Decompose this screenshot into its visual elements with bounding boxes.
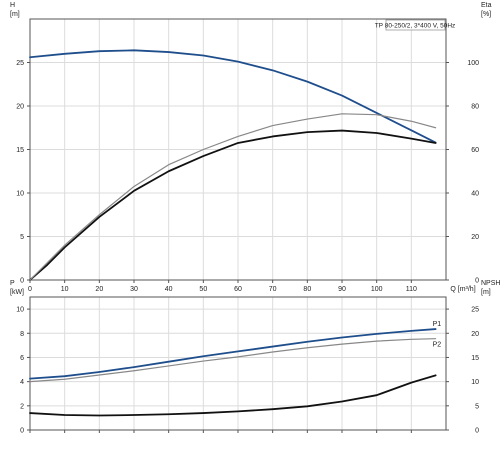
x-tick-label: 90 [338,286,346,293]
x-tick-label: 100 [371,286,383,293]
y-right-tick-label: 20 [471,234,479,241]
y-left-axis-label: [m] [10,11,20,18]
y-left-tick-label: 15 [16,147,24,154]
series-line-1-2 [29,129,437,281]
y-left-axis-label: P [10,280,15,287]
x-tick-label: 110 [406,286,417,293]
x-tick-label: 60 [234,286,242,293]
y-right-axis-label: NPSH [481,280,500,287]
y-left-tick-label: 4 [20,379,24,386]
y-right-axis-label: [m] [481,289,491,296]
y-left-tick-label: 2 [20,403,24,410]
y-right-tick-label: 5 [475,403,479,410]
y-right-tick-label: 0 [475,428,479,435]
x-axis-label: Q [m³/h] [450,286,475,293]
series-line-1-1 [29,49,437,144]
x-tick-label: 50 [199,286,207,293]
y-right-tick-label: 40 [471,191,479,198]
x-tick-label: 10 [61,286,69,293]
title-box [385,19,446,31]
x-tick-label: 70 [269,286,277,293]
x-tick-label: 40 [165,286,173,293]
y-left-tick-label: 0 [20,428,24,435]
y-left-axis-label: H [10,2,15,9]
x-tick-label: 0 [28,286,32,293]
y-right-tick-label: 20 [471,331,479,338]
y-left-tick-label: 5 [20,234,24,241]
series-line-2-2 [29,338,437,383]
series-line-2-1 [29,328,437,380]
y-left-tick-label: 10 [16,191,24,198]
y-right-tick-label: 15 [471,355,479,362]
y-left-tick-label: 8 [20,331,24,338]
y-right-tick-label: 60 [471,147,479,154]
plot-panel-1 [27,18,449,283]
y-left-axis-label: [kW] [10,289,24,296]
y-left-tick-label: 10 [16,307,24,314]
series-line-1-3 [29,113,437,281]
y-left-tick-label: 20 [16,104,24,111]
x-tick-label: 30 [130,286,138,293]
y-right-tick-label: 0 [475,278,479,285]
plot-panel-2 [27,296,449,433]
y-right-tick-label: 25 [471,307,479,314]
y-right-tick-label: 100 [467,60,479,67]
y-left-tick-label: 0 [20,278,24,285]
y-left-tick-label: 6 [20,355,24,362]
chart-title: TP 80-250/2, 3*400 V, 50Hz [375,23,456,30]
y-right-tick-label: 10 [471,379,479,386]
y-right-tick-label: 80 [471,104,479,111]
x-tick-label: 20 [95,286,103,293]
series-label-p1: P1 [433,321,442,328]
x-tick-label: 80 [303,286,311,293]
series-label-p2: P2 [433,342,442,349]
y-left-tick-label: 25 [16,60,24,67]
y-right-axis-label: [%] [481,11,491,18]
series-line-2-3 [29,374,437,417]
y-right-axis-label: Eta [481,2,492,9]
